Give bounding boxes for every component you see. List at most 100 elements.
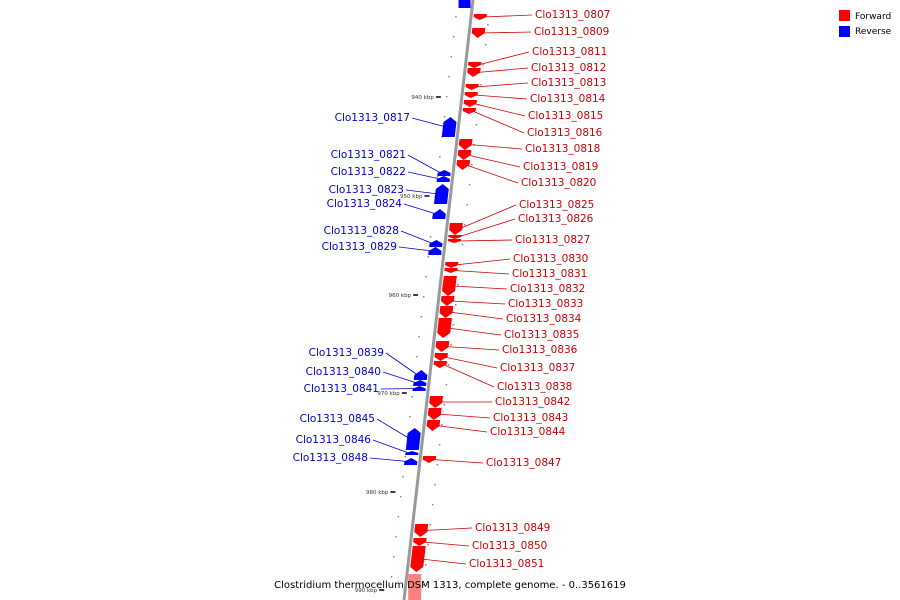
minor-tick-dot bbox=[427, 256, 430, 258]
gene-label-clo1313_0822[interactable]: Clo1313_0822 bbox=[331, 166, 406, 178]
gene-label-clo1313_0835[interactable]: Clo1313_0835 bbox=[504, 329, 579, 341]
gene-label-clo1313_0816[interactable]: Clo1313_0816 bbox=[527, 127, 603, 139]
gene-label-clo1313_0821[interactable]: Clo1313_0821 bbox=[331, 149, 406, 161]
gene-feature-clo1313_0826[interactable] bbox=[448, 235, 462, 239]
gene-feature-clo1313_0844[interactable] bbox=[426, 420, 441, 431]
gene-feature-clo1313_0841[interactable] bbox=[412, 386, 426, 391]
gene-label-clo1313_0824[interactable]: Clo1313_0824 bbox=[327, 198, 403, 210]
gene-label-clo1313_0845[interactable]: Clo1313_0845 bbox=[300, 413, 375, 425]
gene-label-clo1313_0843[interactable]: Clo1313_0843 bbox=[493, 412, 568, 424]
gene-label-clo1313_0847[interactable]: Clo1313_0847 bbox=[486, 457, 561, 469]
gene-label-clo1313_0819[interactable]: Clo1313_0819 bbox=[523, 161, 598, 173]
gene-leader-line bbox=[454, 258, 511, 266]
gene-labels: Clo1313_0807 Clo1313_0809 Clo1313_0811 Clo1… bbox=[293, 9, 611, 570]
minor-tick-dot bbox=[390, 576, 393, 578]
gene-feature-clo1313_0816[interactable] bbox=[462, 108, 477, 114]
gene-feature-clo1313_0825[interactable] bbox=[449, 223, 463, 235]
gene-label-clo1313_0850[interactable]: Clo1313_0850 bbox=[472, 540, 547, 552]
gene-label-clo1313_0813[interactable]: Clo1313_0813 bbox=[531, 77, 606, 89]
gene-label-clo1313_0840[interactable]: Clo1313_0840 bbox=[306, 366, 381, 378]
gene-label-clo1313_0823[interactable]: Clo1313_0823 bbox=[329, 184, 404, 196]
minor-tick-dot bbox=[475, 124, 478, 126]
gene-label-clo1313_0811[interactable]: Clo1313_0811 bbox=[532, 46, 607, 58]
gene-feature-clo1313_0838[interactable] bbox=[433, 361, 447, 368]
gene-label-clo1313_0831[interactable]: Clo1313_0831 bbox=[512, 268, 587, 280]
gene-feature-clo1313_0812[interactable] bbox=[467, 68, 481, 77]
gene-label-clo1313_0841[interactable]: Clo1313_0841 bbox=[304, 383, 379, 395]
gene-label-clo1313_0836[interactable]: Clo1313_0836 bbox=[502, 344, 578, 356]
gene-label-clo1313_0807[interactable]: Clo1313_0807 bbox=[535, 9, 610, 21]
gene-feature-clo1313_0842[interactable] bbox=[429, 396, 443, 408]
gene-feature-clo1313_0811[interactable] bbox=[468, 62, 482, 68]
gene-feature-clo1313_0824[interactable] bbox=[432, 209, 446, 219]
gene-label-clo1313_0825[interactable]: Clo1313_0825 bbox=[519, 199, 594, 211]
gene-label-clo1313_0812[interactable]: Clo1313_0812 bbox=[531, 62, 606, 74]
gene-feature-clo1313_0831[interactable] bbox=[444, 268, 458, 273]
gene-feature-clo1313_0832[interactable] bbox=[442, 276, 457, 296]
kbp-tick-label: 940 kbp bbox=[411, 95, 434, 101]
gene-label-clo1313_0851[interactable]: Clo1313_0851 bbox=[469, 558, 544, 570]
gene-label-clo1313_0829[interactable]: Clo1313_0829 bbox=[322, 241, 397, 253]
gene-feature-clo1313_0814[interactable] bbox=[464, 92, 478, 98]
gene-label-clo1313_0833[interactable]: Clo1313_0833 bbox=[508, 298, 583, 310]
gene-feature-clo1313_0819[interactable] bbox=[457, 150, 472, 160]
gene-label-clo1313_0826[interactable]: Clo1313_0826 bbox=[518, 213, 594, 225]
gene-label-clo1313_0814[interactable]: Clo1313_0814 bbox=[530, 93, 606, 105]
gene-feature-clo1313_0823[interactable] bbox=[434, 184, 449, 204]
gene-feature-clo1313_0817[interactable] bbox=[441, 117, 457, 137]
gene-feature-clo1313_0839[interactable] bbox=[413, 370, 428, 380]
gene-feature-clo1313_0840[interactable] bbox=[413, 380, 427, 386]
minor-tick-dot bbox=[445, 96, 448, 98]
gene-feature-clo1313_0849[interactable] bbox=[414, 524, 429, 537]
minor-tick-dot bbox=[393, 556, 395, 558]
gene-feature-clo1313_0822[interactable] bbox=[436, 176, 450, 182]
gene-leader-line bbox=[407, 171, 441, 180]
gene-feature-clo1313_0815[interactable] bbox=[463, 100, 477, 107]
gene-feature-clo1313_0847[interactable] bbox=[422, 456, 437, 463]
gene-feature-clo1313_0813[interactable] bbox=[465, 84, 479, 90]
gene-label-clo1313_0820[interactable]: Clo1313_0820 bbox=[521, 177, 596, 189]
gene-label-clo1313_0809[interactable]: Clo1313_0809 bbox=[534, 26, 609, 38]
minor-tick-dot bbox=[420, 316, 423, 318]
gene-label-clo1313_0818[interactable]: Clo1313_0818 bbox=[525, 143, 600, 155]
gene-feature-clo1313_0809[interactable] bbox=[471, 28, 486, 38]
gene-feature-clo1313_0846[interactable] bbox=[405, 451, 419, 455]
gene-label-clo1313_0828[interactable]: Clo1313_0828 bbox=[324, 225, 399, 237]
gene-feature-clo1313_0833[interactable] bbox=[440, 296, 455, 306]
gene-feature-partial-bottom[interactable] bbox=[408, 574, 422, 600]
gene-feature-clo1313_0821[interactable] bbox=[437, 170, 451, 176]
gene-feature-partial-top[interactable] bbox=[458, 0, 471, 8]
gene-feature-clo1313_0835[interactable] bbox=[437, 318, 452, 338]
gene-label-clo1313_0848[interactable]: Clo1313_0848 bbox=[293, 452, 368, 464]
gene-feature-clo1313_0827[interactable] bbox=[447, 239, 461, 243]
gene-feature-clo1313_0837[interactable] bbox=[434, 353, 448, 361]
gene-feature-clo1313_0830[interactable] bbox=[445, 262, 459, 268]
gene-label-clo1313_0832[interactable]: Clo1313_0832 bbox=[510, 283, 585, 295]
gene-label-clo1313_0815[interactable]: Clo1313_0815 bbox=[528, 110, 603, 122]
gene-feature-clo1313_0829[interactable] bbox=[428, 247, 442, 255]
gene-feature-clo1313_0845[interactable] bbox=[405, 428, 421, 450]
gene-feature-clo1313_0843[interactable] bbox=[427, 408, 442, 420]
gene-feature-clo1313_0807[interactable] bbox=[473, 14, 487, 20]
gene-feature-clo1313_0851[interactable] bbox=[410, 546, 426, 572]
gene-label-clo1313_0838[interactable]: Clo1313_0838 bbox=[497, 381, 572, 393]
gene-feature-clo1313_0834[interactable] bbox=[439, 306, 454, 318]
gene-feature-clo1313_0848[interactable] bbox=[404, 458, 418, 465]
gene-label-clo1313_0844[interactable]: Clo1313_0844 bbox=[490, 426, 566, 438]
gene-label-clo1313_0842[interactable]: Clo1313_0842 bbox=[495, 396, 570, 408]
gene-feature-clo1313_0850[interactable] bbox=[413, 538, 427, 546]
gene-label-clo1313_0827[interactable]: Clo1313_0827 bbox=[515, 234, 590, 246]
gene-label-clo1313_0846[interactable]: Clo1313_0846 bbox=[296, 434, 372, 446]
gene-label-clo1313_0817[interactable]: Clo1313_0817 bbox=[335, 112, 410, 124]
gene-feature-clo1313_0836[interactable] bbox=[435, 341, 450, 352]
gene-label-clo1313_0837[interactable]: Clo1313_0837 bbox=[500, 362, 575, 374]
gene-feature-clo1313_0820[interactable] bbox=[456, 160, 471, 170]
gene-label-clo1313_0849[interactable]: Clo1313_0849 bbox=[475, 522, 550, 534]
gene-feature-clo1313_0828[interactable] bbox=[429, 240, 443, 247]
gene-label-clo1313_0839[interactable]: Clo1313_0839 bbox=[309, 347, 384, 359]
gene-feature-clo1313_0818[interactable] bbox=[458, 139, 473, 150]
minor-tick-dot bbox=[443, 404, 445, 406]
gene-leader-line bbox=[466, 164, 519, 184]
gene-label-clo1313_0830[interactable]: Clo1313_0830 bbox=[513, 253, 588, 265]
gene-label-clo1313_0834[interactable]: Clo1313_0834 bbox=[506, 313, 582, 325]
